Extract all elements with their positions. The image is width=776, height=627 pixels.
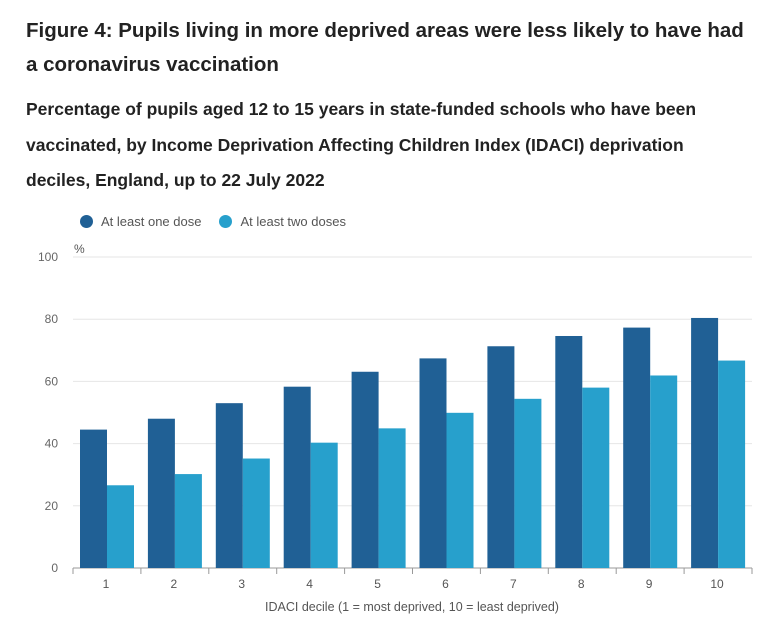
x-tick-label: 9 — [646, 577, 653, 591]
legend-label-two-doses: At least two doses — [240, 213, 346, 229]
bar-one-dose — [283, 386, 311, 568]
legend-item-one-dose: At least one dose — [80, 214, 201, 229]
y-axis-label: % — [74, 242, 85, 256]
y-tick-label: 20 — [45, 499, 59, 513]
x-tick-label: 4 — [306, 577, 313, 591]
y-tick-label: 60 — [45, 374, 59, 388]
legend-label-one-dose: At least one dose — [101, 213, 202, 229]
bar-one-dose — [351, 371, 379, 568]
y-tick-label: 100 — [38, 250, 58, 264]
x-tick-label: 8 — [578, 577, 585, 591]
bar-two-doses — [378, 428, 406, 568]
y-tick-label: 0 — [51, 561, 58, 575]
legend-item-two-doses: At least two doses — [219, 214, 346, 229]
bar-two-doses — [446, 412, 474, 568]
x-tick-label: 3 — [238, 577, 245, 591]
legend-swatch-one-dose — [80, 214, 93, 228]
bar-one-dose — [215, 403, 243, 568]
y-tick-label: 80 — [45, 312, 59, 326]
bar-two-doses — [514, 398, 542, 568]
bar-two-doses — [107, 485, 134, 568]
x-tick-label: 7 — [510, 577, 517, 591]
bar-one-dose — [487, 346, 515, 568]
legend: At least one dose At least two doses — [80, 210, 364, 232]
x-tick-label: 2 — [171, 577, 178, 591]
bar-two-doses — [650, 375, 678, 568]
bar-one-dose — [419, 358, 447, 568]
chart-subtitle: Percentage of pupils aged 12 to 15 years… — [26, 99, 697, 190]
x-axis-label: IDACI decile (1 = most deprived, 10 = le… — [265, 600, 559, 614]
legend-swatch-two-doses — [219, 214, 233, 228]
x-tick-label: 10 — [710, 577, 724, 591]
bar-two-doses — [242, 458, 270, 568]
bar-two-doses — [174, 474, 202, 568]
bar-one-dose — [80, 429, 107, 568]
x-tick-label: 5 — [374, 577, 381, 591]
bar-two-doses — [718, 360, 746, 568]
y-tick-label: 40 — [45, 437, 59, 451]
x-tick-label: 6 — [442, 577, 449, 591]
bar-two-doses — [582, 387, 610, 568]
bar-one-dose — [555, 335, 583, 568]
bar-two-doses — [310, 442, 338, 568]
bar-one-dose — [623, 327, 651, 568]
bar-one-dose — [691, 317, 719, 568]
chart-title: Figure 4: Pupils living in more deprived… — [26, 19, 744, 76]
x-tick-label: 1 — [103, 577, 110, 591]
bar-one-dose — [147, 418, 175, 568]
